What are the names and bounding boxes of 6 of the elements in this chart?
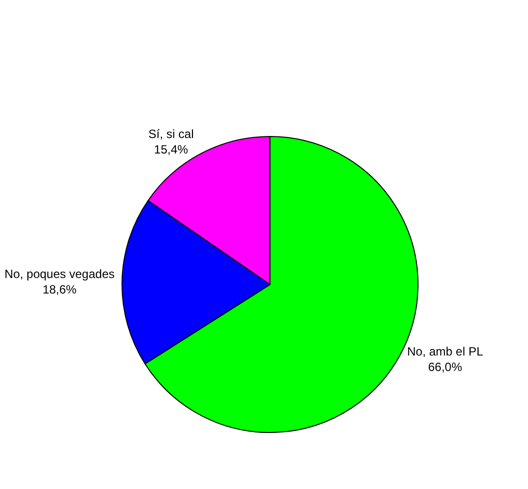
slice-label: No, amb el PL xyxy=(407,344,484,358)
data-label: 66,0% xyxy=(428,360,462,374)
data-label: 18,6% xyxy=(42,282,77,297)
data-label: 15,4% xyxy=(154,142,188,157)
slice-label: Sí, si cal xyxy=(148,127,194,142)
slice-label: No, poques vegades xyxy=(4,266,115,281)
